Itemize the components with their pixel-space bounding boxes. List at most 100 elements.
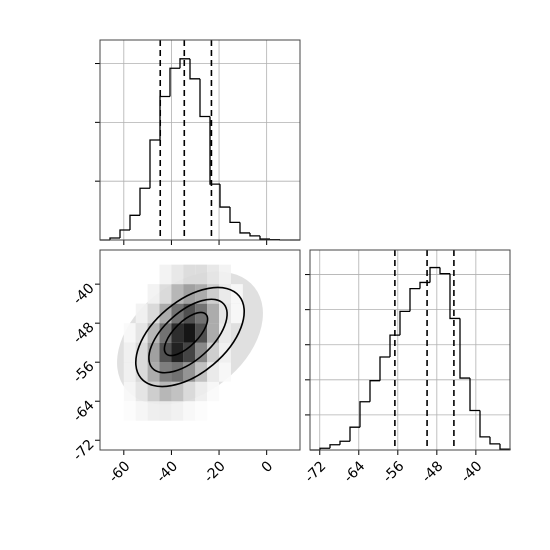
axes-frame [309, 249, 511, 451]
density-cell [207, 362, 220, 382]
density-cell [219, 303, 231, 324]
density-cell [195, 342, 208, 363]
density-cell [183, 362, 196, 382]
density-cell [147, 401, 160, 421]
density-cell [135, 303, 148, 324]
hist-step [189, 58, 200, 80]
y-tick-label: -48 [70, 320, 97, 347]
density-cell [171, 323, 184, 343]
hist-step [419, 281, 430, 289]
density-cell [230, 303, 243, 324]
hist-step [319, 447, 330, 450]
y-tick-label: -40 [70, 280, 97, 307]
hist-step [129, 214, 140, 230]
density-cell [183, 323, 196, 343]
hist-step [479, 410, 490, 438]
x-tick-label: -60 [106, 458, 133, 485]
hist-step [109, 237, 120, 240]
y-tick-label: -72 [70, 437, 97, 464]
density-cell [219, 323, 231, 343]
density-cell [207, 342, 220, 363]
axes-frame [99, 39, 301, 241]
density-cell [207, 284, 220, 304]
x-tick-label: -64 [341, 458, 369, 486]
hist-step [429, 266, 440, 283]
hist-step [209, 116, 220, 185]
contour [134, 286, 246, 388]
density-cell [123, 323, 136, 343]
x-tick-label: -40 [154, 458, 181, 485]
hist-step [249, 232, 260, 237]
density-cell [123, 401, 136, 421]
density-cell [147, 284, 160, 304]
density-cell [147, 303, 160, 324]
hist-step [119, 229, 130, 238]
density-cell [171, 342, 184, 363]
x-tick-label: -72 [302, 458, 329, 485]
hist-step [369, 380, 380, 402]
x-tick-label: -40 [458, 458, 485, 485]
density-cell [147, 342, 160, 363]
hist-step [499, 443, 511, 450]
density-cell [207, 323, 220, 343]
axes-frame [99, 249, 301, 451]
density-cell [147, 381, 160, 402]
hist-step [459, 318, 470, 379]
density-cell [183, 303, 196, 324]
hist-step [199, 78, 210, 118]
hist-step [339, 440, 350, 445]
hist-step [179, 58, 190, 69]
density-cell [171, 264, 184, 285]
density-cell [195, 264, 208, 285]
contour [163, 311, 209, 357]
hist-step [219, 184, 230, 208]
density-cell [159, 284, 172, 304]
y-tick-label: -56 [70, 358, 98, 386]
hist-step [239, 222, 250, 234]
density-cell [123, 362, 136, 382]
density-cell [135, 381, 148, 402]
density-cell [195, 362, 208, 382]
hist-step [229, 207, 240, 224]
hist-step [169, 67, 180, 97]
hist-step [409, 287, 420, 312]
hist-step [379, 356, 390, 381]
density-cell [195, 323, 208, 343]
density-cell [183, 264, 196, 285]
density-cell [207, 303, 220, 324]
x-tick-label: -20 [201, 458, 228, 485]
x-tick-label: -56 [380, 458, 408, 486]
y-tick-label: -64 [70, 398, 98, 426]
density-cell [159, 362, 172, 382]
hist-step [449, 273, 460, 320]
density-cell [171, 362, 184, 382]
density-cell [171, 381, 184, 402]
density-cell [135, 362, 148, 382]
density-cell [219, 362, 231, 382]
hist-step [489, 436, 500, 445]
density-cell [135, 323, 148, 343]
density-cell [171, 284, 184, 304]
density-cell [159, 401, 172, 421]
x-tick-label: 0 [259, 458, 277, 476]
density-cell [195, 401, 208, 421]
hist-step [349, 426, 360, 442]
density-cell [195, 303, 208, 324]
density-cell [183, 381, 196, 402]
density-cell [183, 342, 196, 363]
hist-step [389, 334, 400, 358]
hist-step [159, 95, 170, 140]
density-cell [159, 323, 172, 343]
density-cell [159, 303, 172, 324]
density-cell [159, 264, 172, 285]
density-cell [123, 381, 136, 402]
hist-step [259, 235, 270, 240]
hist-step [399, 310, 410, 336]
density-cell [135, 401, 148, 421]
density-cell [195, 381, 208, 402]
hist-step [359, 401, 370, 428]
density-cell [183, 401, 196, 421]
hist-step [329, 444, 340, 449]
density-cell [219, 264, 231, 285]
